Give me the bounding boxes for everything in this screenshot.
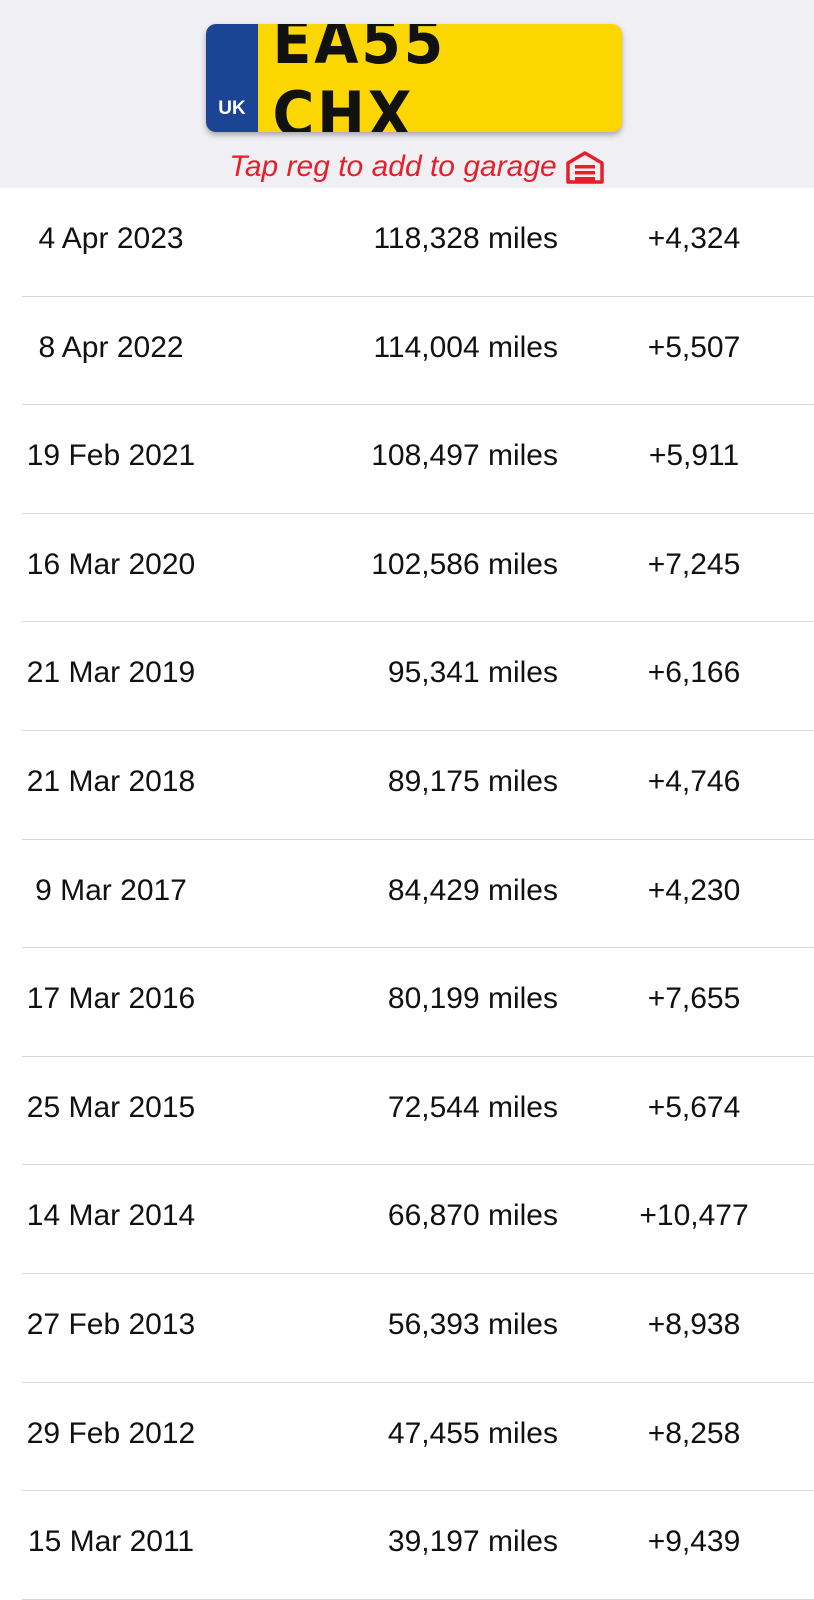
mileage-row: 19 Feb 2021 108,497 miles +5,911 xyxy=(0,405,814,514)
mileage-value: 118,328 miles xyxy=(373,222,558,255)
mileage-value: 72,544 miles xyxy=(387,1090,558,1124)
mileage-difference: +4,230 xyxy=(647,873,741,907)
mileage-row: 21 Mar 2018 89,175 miles +4,746 xyxy=(0,731,814,840)
mileage-difference: +5,674 xyxy=(647,1090,741,1124)
mileage-row: 27 Feb 2013 56,393 miles +8,938 xyxy=(0,1274,814,1383)
mot-date: 4 Apr 2023 xyxy=(38,222,184,255)
mileage-value: 114,004 miles xyxy=(373,330,558,364)
mileage-difference: +7,655 xyxy=(647,982,741,1016)
mot-date: 15 Mar 2011 xyxy=(27,1525,195,1559)
mileage-difference: +10,477 xyxy=(639,1199,749,1233)
mileage-row: 17 Mar 2016 80,199 miles +7,655 xyxy=(0,948,814,1057)
mot-date: 16 Mar 2020 xyxy=(26,547,196,581)
mileage-difference: +5,911 xyxy=(648,439,740,473)
registration-text: EA55 CHX xyxy=(272,24,447,132)
mot-date: 29 Feb 2012 xyxy=(26,1416,196,1450)
mileage-value: 89,175 miles xyxy=(387,764,558,798)
mot-date: 27 Feb 2013 xyxy=(26,1307,196,1341)
mot-date: 9 Mar 2017 xyxy=(35,873,187,907)
mileage-difference: +9,439 xyxy=(647,1525,741,1559)
country-code: UK xyxy=(218,98,246,119)
mileage-difference: +8,938 xyxy=(647,1307,741,1341)
mot-date: 21 Mar 2019 xyxy=(26,656,196,690)
mot-date: 21 Mar 2018 xyxy=(26,764,196,798)
mileage-row: 14 Mar 2014 66,870 miles +10,477 xyxy=(0,1165,814,1274)
mileage-difference: +4,324 xyxy=(647,222,741,255)
mileage-row: 25 Mar 2015 72,544 miles +5,674 xyxy=(0,1057,814,1166)
mileage-row: 8 Apr 2022 114,004 miles +5,507 xyxy=(0,297,814,406)
mileage-row: 15 Mar 2011 39,197 miles +9,439 xyxy=(0,1491,814,1600)
mileage-difference: +7,245 xyxy=(647,547,741,581)
mileage-row: 21 Mar 2019 95,341 miles +6,166 xyxy=(0,622,814,731)
uk-band xyxy=(206,24,258,132)
mot-date: 17 Mar 2016 xyxy=(26,982,196,1016)
mileage-difference: +8,258 xyxy=(647,1416,741,1450)
mileage-value: 39,197 miles xyxy=(387,1525,558,1559)
mileage-history-list: 4 Apr 2023 118,328 miles +4,324 8 Apr 2022 1… xyxy=(0,188,814,1600)
mileage-difference: +4,746 xyxy=(647,764,741,798)
mot-date: 14 Mar 2014 xyxy=(26,1199,196,1233)
mot-date: 19 Feb 2021 xyxy=(26,439,196,473)
mot-date: 8 Apr 2022 xyxy=(38,330,184,364)
mot-date: 25 Mar 2015 xyxy=(26,1090,196,1124)
mileage-row: 29 Feb 2012 47,455 miles +8,258 xyxy=(0,1383,814,1492)
mileage-row: 4 Apr 2023 118,328 miles +4,324 xyxy=(0,188,814,297)
header: UK EA55 CHX Tap reg to add to garage xyxy=(0,0,814,188)
mileage-value: 108,497 miles xyxy=(371,439,558,473)
mileage-value: 84,429 miles xyxy=(387,873,558,907)
mileage-row: 9 Mar 2017 84,429 miles +4,230 xyxy=(0,840,814,949)
mileage-value: 80,199 miles xyxy=(387,982,558,1016)
registration-plate[interactable]: UK EA55 CHX xyxy=(206,24,622,132)
mileage-value: 95,341 miles xyxy=(387,656,558,690)
garage-icon xyxy=(565,151,604,184)
mileage-difference: +6,166 xyxy=(647,656,741,690)
mileage-difference: +5,507 xyxy=(647,330,741,364)
mileage-value: 66,870 miles xyxy=(387,1199,558,1233)
hint-text: Tap reg to add to garage xyxy=(229,150,557,183)
mileage-row: 16 Mar 2020 102,586 miles +7,245 xyxy=(0,514,814,623)
add-to-garage-hint[interactable]: Tap reg to add to garage xyxy=(0,150,814,184)
mileage-value: 56,393 miles xyxy=(387,1307,558,1341)
mileage-value: 47,455 miles xyxy=(387,1416,558,1450)
mileage-value: 102,586 miles xyxy=(371,547,558,581)
